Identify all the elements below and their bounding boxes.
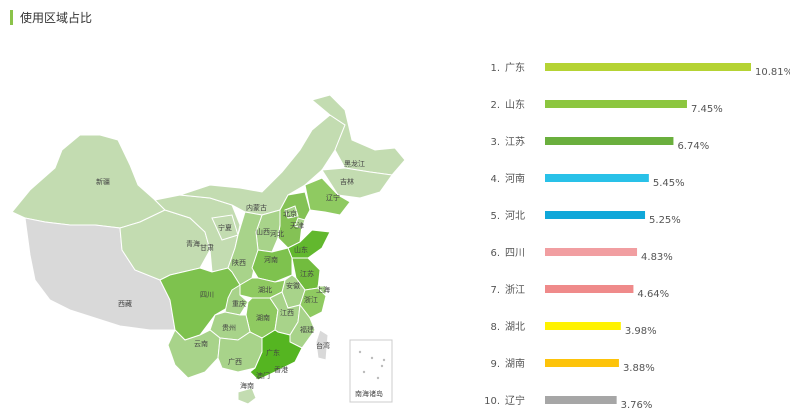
value-label: 7.45% xyxy=(691,104,723,115)
rank-number: 3. xyxy=(490,137,500,148)
bar[interactable] xyxy=(545,63,751,71)
category-label: 湖南 xyxy=(505,357,525,370)
category-label: 河南 xyxy=(505,172,525,185)
value-label: 5.45% xyxy=(653,178,685,189)
value-label: 6.74% xyxy=(677,141,709,152)
region-chongqing[interactable] xyxy=(224,284,249,316)
rank-number: 4. xyxy=(490,174,500,185)
china-map: 南海诸岛 新疆 西藏 青海 甘肃 宁夏 内蒙古 黑龙江 吉林 辽宁 北京 天津 … xyxy=(11,94,406,405)
category-label: 四川 xyxy=(505,248,525,259)
south-sea-islands xyxy=(358,350,386,380)
province-label: 新疆 xyxy=(96,177,110,186)
ranking-bar-chart: 1. 广东 10.81% 2. 山东 7.45% 3. 江苏 6.74% 4. 河南 5.45% 5. 河… xyxy=(484,61,790,411)
region-hainan[interactable] xyxy=(237,387,257,405)
province-label: 云南 xyxy=(194,339,208,348)
region-henan[interactable] xyxy=(251,247,293,283)
inset-label: 南海诸岛 xyxy=(355,389,383,398)
province-label: 陕西 xyxy=(232,258,246,267)
province-label: 香港 xyxy=(274,365,288,374)
province-label: 安徽 xyxy=(286,281,300,290)
province-label: 重庆 xyxy=(232,299,246,308)
province-label: 山西 xyxy=(256,227,270,236)
province-label: 江苏 xyxy=(300,269,314,278)
category-label: 山东 xyxy=(505,98,525,111)
south-sea-inset xyxy=(349,339,393,403)
section-header: 使用区域占比 xyxy=(10,9,92,25)
province-label: 上海 xyxy=(316,285,330,294)
region-liaoning[interactable] xyxy=(304,177,351,216)
region-xinjiang[interactable] xyxy=(11,134,166,229)
bar[interactable] xyxy=(545,359,619,367)
province-label: 澳门 xyxy=(256,371,270,380)
province-label: 浙江 xyxy=(304,295,318,304)
rank-number: 1. xyxy=(490,63,500,74)
province-label: 福建 xyxy=(300,325,314,334)
province-label: 贵州 xyxy=(222,323,236,332)
bar[interactable] xyxy=(545,100,687,108)
value-label: 4.83% xyxy=(641,252,673,263)
value-label: 4.64% xyxy=(637,289,669,300)
category-label: 湖北 xyxy=(505,321,525,333)
province-label: 广西 xyxy=(228,357,242,366)
region-beijing[interactable] xyxy=(284,205,299,219)
province-label: 青海 xyxy=(186,239,200,248)
rank-number: 10. xyxy=(484,396,500,407)
province-label: 河北 xyxy=(270,230,284,238)
province-label: 广东 xyxy=(266,348,280,357)
province-label: 甘肃 xyxy=(200,243,214,252)
province-label: 山东 xyxy=(294,245,308,254)
rank-number: 9. xyxy=(490,359,500,370)
region-jilin[interactable] xyxy=(321,167,393,199)
bar[interactable] xyxy=(545,396,617,404)
region-guangdong[interactable] xyxy=(249,329,303,381)
province-label: 黑龙江 xyxy=(344,159,365,168)
region-tianjin[interactable] xyxy=(294,217,306,229)
rank-number: 8. xyxy=(490,322,500,333)
province-label: 湖北 xyxy=(258,285,272,294)
category-label: 辽宁 xyxy=(505,394,525,407)
province-label: 辽宁 xyxy=(326,193,340,202)
province-label: 台湾 xyxy=(316,341,330,350)
province-label: 宁夏 xyxy=(218,223,232,232)
header-accent-bar xyxy=(10,9,13,25)
category-label: 广东 xyxy=(505,61,525,74)
province-label: 西藏 xyxy=(118,299,132,308)
province-label: 江西 xyxy=(280,309,294,317)
value-label: 3.88% xyxy=(623,363,655,374)
rank-number: 6. xyxy=(490,248,500,259)
region-yunnan[interactable] xyxy=(167,329,221,379)
region-qinghai[interactable] xyxy=(119,209,211,281)
rank-number: 7. xyxy=(490,285,500,296)
region-heilongjiang[interactable] xyxy=(310,94,406,176)
category-label: 江苏 xyxy=(505,135,525,148)
province-label: 河南 xyxy=(264,255,278,264)
bar[interactable] xyxy=(545,137,674,145)
bar[interactable] xyxy=(545,174,649,182)
bar[interactable] xyxy=(545,248,638,256)
bar[interactable] xyxy=(545,322,621,330)
region-taiwan[interactable] xyxy=(315,329,329,361)
value-label: 5.25% xyxy=(649,215,681,226)
province-label: 内蒙古 xyxy=(246,203,267,212)
category-label: 浙江 xyxy=(505,284,525,296)
page-title: 使用区域占比 xyxy=(20,10,93,25)
province-label: 天津 xyxy=(290,222,304,230)
rank-number: 2. xyxy=(490,100,500,111)
region-sichuan[interactable] xyxy=(159,267,241,341)
value-label: 3.98% xyxy=(625,326,657,337)
bar[interactable] xyxy=(545,285,634,293)
province-label: 北京 xyxy=(283,209,297,218)
province-label: 湖南 xyxy=(256,313,270,322)
bar[interactable] xyxy=(545,211,646,219)
category-label: 河北 xyxy=(505,210,525,222)
value-label: 3.76% xyxy=(621,400,653,411)
province-label: 吉林 xyxy=(340,177,354,186)
region-hubei[interactable] xyxy=(239,277,286,299)
province-label: 海南 xyxy=(240,381,254,390)
province-label: 四川 xyxy=(200,291,214,299)
rank-number: 5. xyxy=(490,211,500,222)
value-label: 10.81% xyxy=(755,67,790,78)
